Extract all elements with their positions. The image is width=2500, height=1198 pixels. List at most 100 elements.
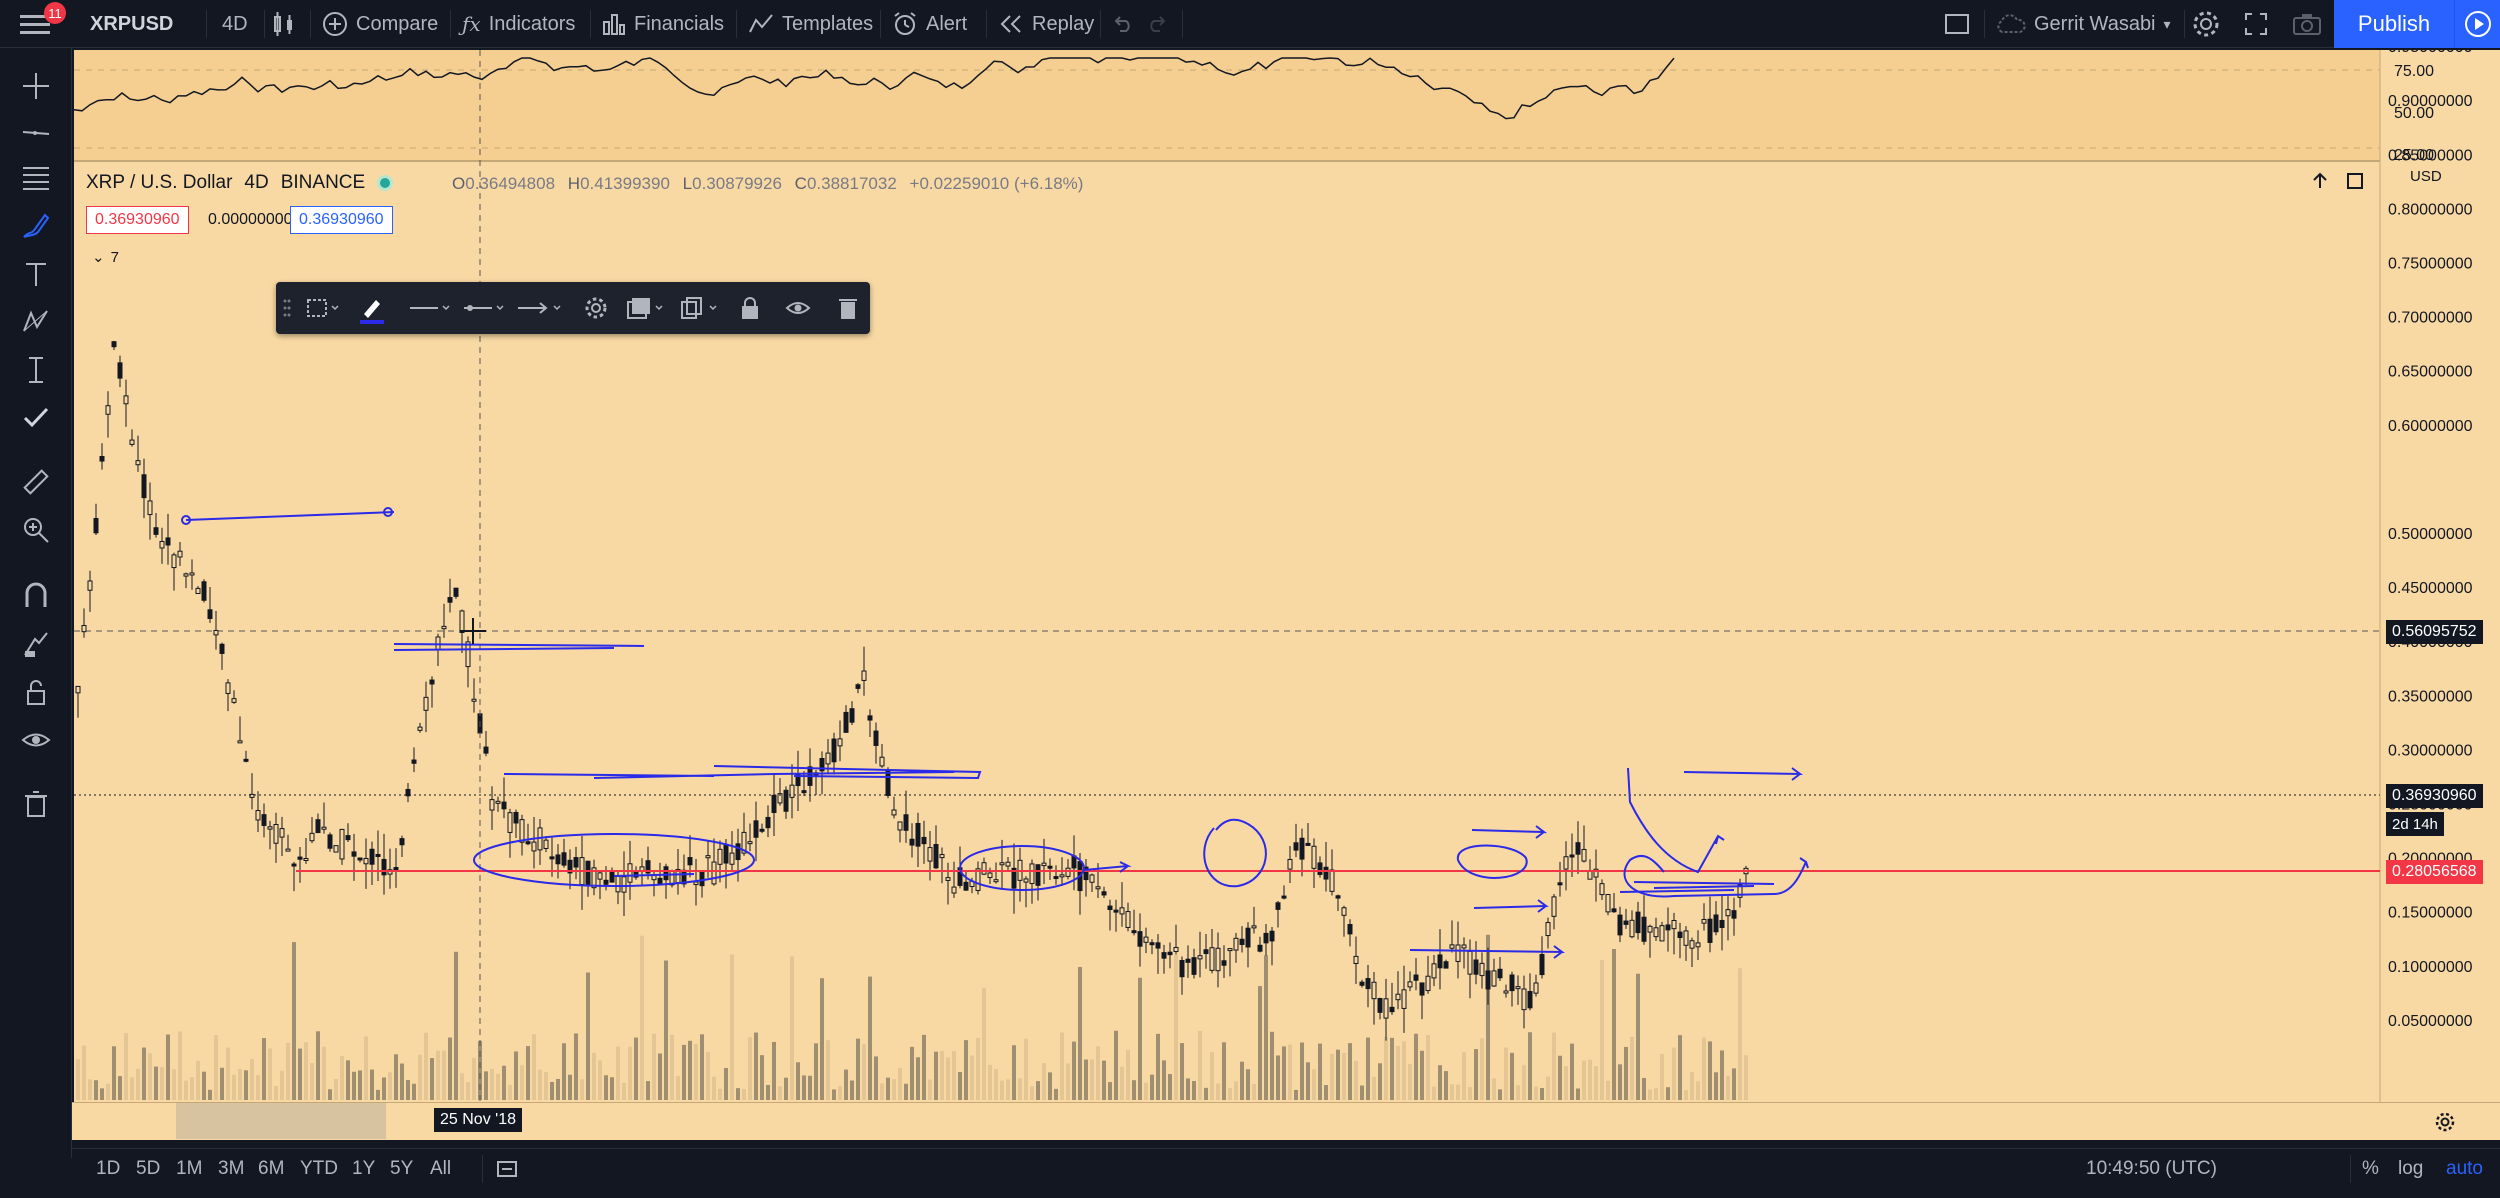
text-tool[interactable] xyxy=(16,254,56,294)
price-tick-label: 0.70000000 xyxy=(2388,310,2473,327)
hide-button[interactable] xyxy=(780,290,816,326)
check-tool[interactable] xyxy=(16,398,56,438)
bring-to-front-button[interactable] xyxy=(622,290,670,326)
volume-bar xyxy=(1186,1078,1190,1100)
range-1y[interactable]: 1Y xyxy=(352,1158,376,1179)
indicator-toggle[interactable]: ⌄ 7 xyxy=(92,248,119,267)
volume-bar xyxy=(238,1068,242,1100)
interval-button[interactable]: 4D xyxy=(222,12,248,35)
zoom-tool[interactable] xyxy=(16,510,56,550)
candle-body xyxy=(81,625,87,633)
candle-body xyxy=(717,848,723,865)
candle-body xyxy=(1041,862,1047,867)
price-tick-label: 0.80000000 xyxy=(2388,201,2473,218)
measure-tool[interactable] xyxy=(16,350,56,390)
volume-bar xyxy=(508,1085,512,1100)
unlock-tool[interactable] xyxy=(16,672,56,712)
volume-bar xyxy=(76,1059,80,1100)
candle-body xyxy=(1701,918,1707,924)
brush-tool[interactable] xyxy=(16,206,56,246)
lock-button[interactable] xyxy=(732,290,768,326)
scroll-up-button[interactable] xyxy=(2312,172,2328,195)
fullscreen-button[interactable] xyxy=(2244,0,2268,48)
percent-toggle[interactable]: % xyxy=(2362,1158,2379,1179)
redo-button[interactable] xyxy=(1146,0,1168,48)
price-chart[interactable]: 1.050000001.000000000.950000000.90000000… xyxy=(73,0,2500,1140)
price-tick-label: 0.15000000 xyxy=(2388,905,2473,922)
range-5y[interactable]: 5Y xyxy=(390,1158,414,1179)
maximize-pane-button[interactable] xyxy=(2346,172,2364,195)
volume-bar xyxy=(1198,1030,1202,1100)
volume-bar xyxy=(94,1080,98,1100)
line-width-button[interactable] xyxy=(406,290,454,326)
trend-line-tool[interactable] xyxy=(16,112,56,152)
range-ytd[interactable]: YTD xyxy=(300,1158,338,1179)
candle-body xyxy=(1047,865,1053,869)
template-button[interactable] xyxy=(302,290,346,326)
clock-display[interactable]: 10:49:50 (UTC) xyxy=(2086,1158,2217,1179)
line-color-button[interactable] xyxy=(352,290,392,326)
range-5d[interactable]: 5D xyxy=(136,1158,161,1179)
buy-button[interactable]: 0.36930960 xyxy=(290,206,393,234)
settings-button[interactable] xyxy=(2192,0,2220,48)
time-axis[interactable]: 25 Nov '18 xyxy=(72,1102,2500,1140)
drag-handle[interactable] xyxy=(278,290,296,326)
drawing-arrow-1 xyxy=(613,873,695,877)
pattern-tool[interactable] xyxy=(16,302,56,342)
range-1m[interactable]: 1M xyxy=(176,1158,203,1179)
volume-bar xyxy=(1306,1062,1310,1100)
range-1d[interactable]: 1D xyxy=(96,1158,121,1179)
remove-button[interactable] xyxy=(830,290,866,326)
range-3m[interactable]: 3M xyxy=(218,1158,245,1179)
financials-button[interactable]: Financials xyxy=(602,0,724,48)
volume-bar xyxy=(904,1083,908,1100)
magnet-tool[interactable] xyxy=(16,576,56,616)
lock-drawings-tool[interactable] xyxy=(16,624,56,664)
visibility-tool[interactable] xyxy=(16,720,56,760)
play-button[interactable] xyxy=(2454,0,2500,48)
indicators-button[interactable]: ƒx Indicators xyxy=(462,0,575,48)
clone-button[interactable] xyxy=(676,290,724,326)
snapshot-button[interactable] xyxy=(2292,0,2322,48)
fib-tool[interactable] xyxy=(16,158,56,198)
compare-button[interactable]: Compare xyxy=(322,0,438,48)
legend-title[interactable]: XRP / U.S. Dollar xyxy=(86,172,233,193)
line-end-button[interactable] xyxy=(514,290,566,326)
volume-bar xyxy=(916,1057,920,1100)
symbol-search-button[interactable]: XRPUSD xyxy=(90,12,174,35)
volume-bar xyxy=(754,1032,758,1100)
candle-body xyxy=(1539,953,1545,976)
layout-name-button[interactable]: Gerrit Wasabi ▾ xyxy=(1994,0,2171,48)
replay-button[interactable]: Replay xyxy=(998,0,1094,48)
alert-button[interactable]: Alert xyxy=(892,0,967,48)
candle-body xyxy=(1599,883,1605,896)
range-6m[interactable]: 6M xyxy=(258,1158,285,1179)
volume-bar xyxy=(1372,1076,1376,1100)
remove-drawings-tool[interactable] xyxy=(16,784,56,824)
chart-settings-button[interactable] xyxy=(2434,1111,2456,1138)
volume-bar xyxy=(676,1076,680,1100)
volume-bar xyxy=(142,1047,146,1100)
range-all[interactable]: All xyxy=(430,1158,452,1179)
templates-button[interactable]: Templates xyxy=(748,0,873,48)
ruler-tool[interactable] xyxy=(16,462,56,502)
settings-button[interactable] xyxy=(576,290,616,326)
candle-body xyxy=(1203,949,1209,955)
candle-body xyxy=(1029,863,1035,885)
log-toggle[interactable]: log xyxy=(2398,1158,2424,1179)
play-circle-icon xyxy=(2464,11,2491,37)
menu-button[interactable] xyxy=(0,0,70,48)
plus-circle-icon xyxy=(323,12,347,36)
candle-body xyxy=(1023,878,1029,883)
undo-button[interactable] xyxy=(1112,0,1134,48)
line-style-button[interactable] xyxy=(460,290,508,326)
crosshair-tool[interactable] xyxy=(16,66,56,106)
go-to-date-button[interactable] xyxy=(496,1149,520,1189)
layout-select-button[interactable] xyxy=(1944,0,1970,48)
drawing-arrow-6 xyxy=(1409,945,1566,959)
chart-type-button[interactable] xyxy=(272,0,296,48)
publish-button[interactable]: Publish xyxy=(2334,0,2454,48)
auto-toggle[interactable]: auto xyxy=(2446,1158,2483,1179)
sell-button[interactable]: 0.36930960 xyxy=(86,206,189,234)
chart-pane[interactable]: 1.050000001.000000000.950000000.90000000… xyxy=(73,0,2500,1140)
